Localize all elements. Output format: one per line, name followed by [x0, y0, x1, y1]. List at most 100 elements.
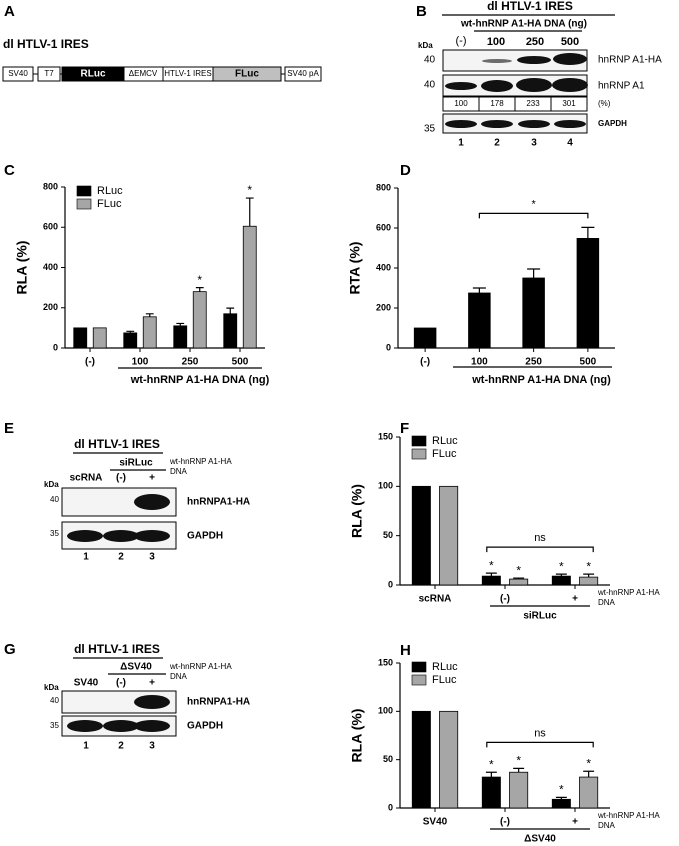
- x-axis-title: wt-hnRNP A1-HA DNA (ng): [471, 374, 611, 386]
- lane-label: SV40: [74, 678, 99, 689]
- bar: [551, 575, 571, 586]
- panel-letter: H: [400, 642, 411, 659]
- bar: [579, 576, 599, 586]
- construct-box: [284, 66, 322, 82]
- panel-letter: C: [4, 162, 15, 179]
- x-axis-title: wt-hnRNP A1-HA DNA (ng): [130, 374, 270, 386]
- band: [553, 53, 587, 65]
- bar: [92, 327, 107, 349]
- x-note: wt-hnRNP A1-HA: [597, 588, 660, 597]
- legend-swatch: [411, 435, 427, 447]
- band: [67, 720, 103, 732]
- x-tick-label: (-): [500, 817, 510, 828]
- error-bar: [176, 322, 185, 326]
- y-tick-label: 150: [378, 431, 393, 441]
- y-axis-title: RLA (%): [349, 484, 365, 538]
- y-tick-label: 50: [383, 530, 393, 540]
- construct-label: T7: [44, 69, 54, 78]
- bar: [522, 277, 545, 349]
- construct-label: FLuc: [235, 69, 259, 80]
- lane-number: 2: [118, 552, 124, 563]
- panel-letter: D: [400, 162, 411, 179]
- significance: *: [516, 754, 521, 768]
- lane-label: (-): [456, 35, 467, 47]
- significance: *: [586, 756, 591, 770]
- quant-value: 178: [490, 99, 504, 108]
- y-tick-label: 0: [388, 579, 393, 589]
- legend-swatch: [76, 185, 92, 197]
- legend-swatch: [76, 198, 92, 210]
- quant-unit: (%): [598, 99, 611, 108]
- error-bar: [513, 767, 525, 773]
- blot: [442, 113, 588, 134]
- y-tick-label: 100: [378, 481, 393, 491]
- bracket-label: ns: [534, 727, 546, 739]
- x-note: wt-hnRNP A1-HA: [597, 811, 660, 820]
- blot-title: dl HTLV-1 IRES: [74, 437, 160, 451]
- x-tick-label: 500: [232, 357, 249, 368]
- construct-label: HTLV-1 IRES: [164, 69, 211, 78]
- x-tick-label: 250: [525, 357, 542, 368]
- significance: *: [247, 183, 252, 197]
- marker-label: 40: [50, 495, 59, 504]
- x-tick-label: +: [572, 817, 578, 828]
- blot-group: ΔSV40: [120, 662, 152, 673]
- lane-number: 1: [83, 552, 89, 563]
- lane-number: 3: [149, 552, 155, 563]
- significance: *: [586, 559, 591, 573]
- bar: [411, 485, 431, 586]
- bar: [468, 292, 491, 349]
- blot-title: dl HTLV-1 IRES: [74, 642, 160, 656]
- quantification-row: 100 178 233 301 (%): [442, 96, 611, 112]
- blot: [442, 49, 588, 72]
- legend-label: FLuc: [432, 674, 457, 686]
- error-bar: [145, 313, 154, 317]
- construct-box: [2, 66, 34, 82]
- lane-number: 3: [531, 138, 537, 149]
- bar: [242, 225, 257, 349]
- lane-label: (-): [116, 473, 126, 484]
- legend-swatch: [411, 661, 427, 673]
- construct: SV40 T7 RLuc ΔEMCV HTLV-1 IRES FLuc SV40…: [2, 66, 322, 82]
- quant-value: 233: [526, 99, 540, 108]
- kda-label: kDa: [44, 683, 59, 692]
- kda-label: kDa: [418, 41, 433, 50]
- y-tick-label: 400: [376, 262, 391, 272]
- panel-letter: E: [4, 420, 14, 437]
- bar: [411, 710, 431, 809]
- error-bar: [527, 268, 541, 278]
- y-axis-title: RLA (%): [349, 709, 365, 763]
- significance: *: [197, 273, 202, 287]
- lane-label: +: [149, 473, 155, 484]
- band-label: hnRNP A1: [598, 81, 645, 92]
- x-note: DNA: [598, 598, 616, 607]
- marker-label: 35: [50, 721, 59, 730]
- lane-label: scRNA: [70, 473, 103, 484]
- y-tick-label: 0: [386, 342, 391, 352]
- error-bar: [126, 330, 135, 333]
- y-tick-label: 800: [376, 182, 391, 192]
- lane-note: DNA: [170, 467, 188, 476]
- bar: [509, 578, 529, 586]
- marker-label: 40: [50, 696, 59, 705]
- x-tick-label: +: [572, 594, 578, 605]
- band: [134, 494, 170, 510]
- group-label: siRLuc: [523, 611, 557, 622]
- marker-label: 40: [424, 80, 436, 91]
- group-label: ΔSV40: [524, 834, 556, 845]
- lane-number: 1: [458, 138, 464, 149]
- bracket: [486, 741, 594, 748]
- kda-label: kDa: [44, 480, 59, 489]
- significance: *: [489, 757, 494, 771]
- x-tick-label: 250: [182, 357, 199, 368]
- marker-label: 35: [424, 124, 436, 135]
- construct-label: SV40: [8, 69, 28, 78]
- band: [518, 120, 550, 128]
- bar: [192, 291, 207, 349]
- bracket-label: *: [531, 198, 536, 210]
- lane-label: +: [149, 678, 155, 689]
- band: [445, 82, 477, 90]
- y-tick-label: 0: [53, 342, 58, 352]
- legend-label: RLuc: [97, 185, 123, 197]
